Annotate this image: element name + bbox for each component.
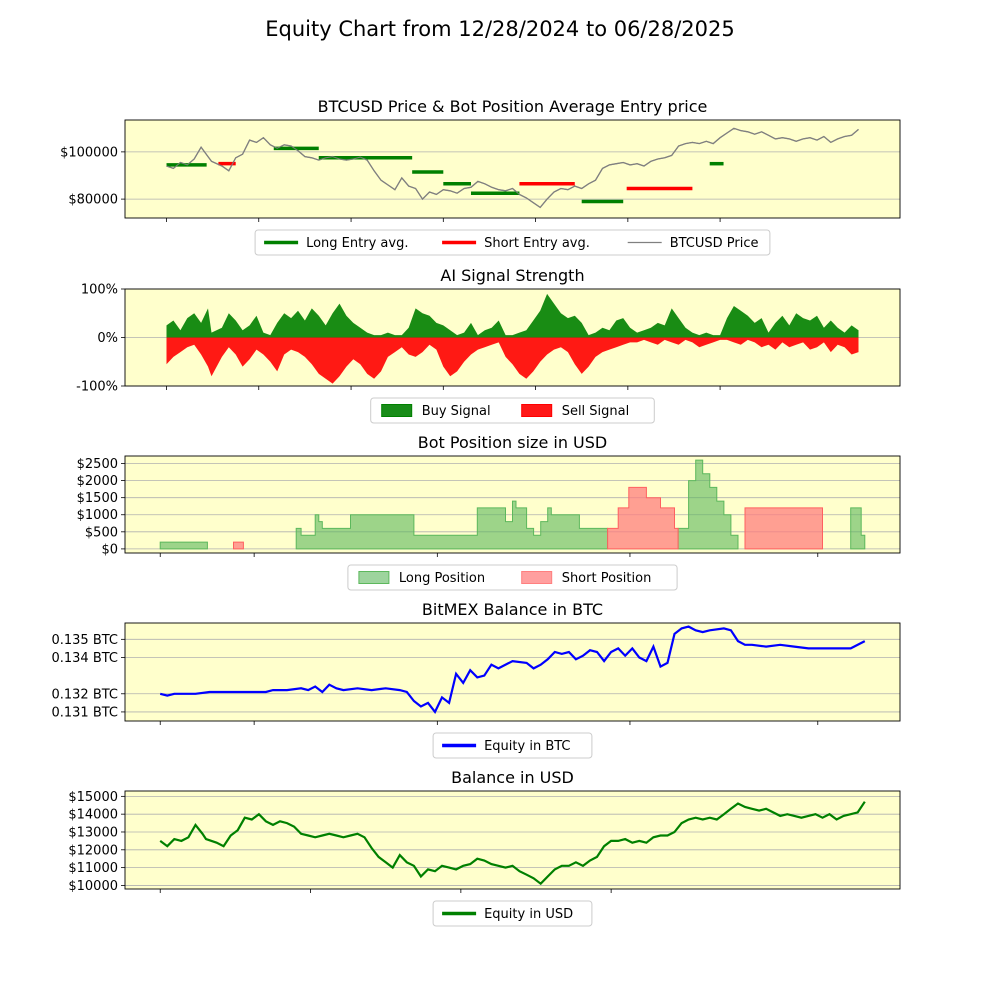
plot-marks [159, 801, 866, 886]
legend-box [347, 564, 678, 591]
legend-box [254, 229, 771, 256]
plot-frame [124, 119, 901, 219]
y-tick-label: 0.135 BTC [51, 633, 118, 648]
plot-frame [124, 790, 901, 890]
usd_balance-legend: Equity in USD [432, 900, 593, 927]
long-position-area [159, 541, 208, 550]
short-position-area [744, 507, 823, 550]
legend-label: Short Entry avg. [484, 236, 590, 251]
legend-label: Short Position [562, 571, 652, 586]
panel-title: Bot Position size in USD [418, 433, 607, 452]
panel-title: Balance in USD [451, 768, 574, 787]
y-tick-label: $11000 [68, 861, 118, 876]
legend-label: Sell Signal [562, 404, 630, 419]
buy-signal-area [166, 293, 859, 338]
short-position-area [233, 541, 244, 550]
plot-area [125, 623, 900, 721]
legend-label: Equity in USD [484, 907, 573, 922]
legend-swatch [358, 571, 390, 584]
figure-title: Equity Chart from 12/28/2024 to 06/28/20… [265, 17, 735, 41]
y-tick-label: $0 [101, 542, 118, 557]
y-tick-label: $1500 [77, 491, 118, 506]
signal-legend: Buy Signal Sell Signal [370, 397, 655, 424]
y-tick-label: $14000 [68, 808, 118, 823]
long-position-area [850, 507, 866, 550]
plot-frame [124, 288, 901, 387]
price-panel: BTCUSD Price & Bot Position Average Entr… [60, 97, 901, 256]
plot-frame [124, 622, 901, 722]
legend-box [370, 397, 655, 424]
panel-title: BitMEX Balance in BTC [422, 600, 603, 619]
legend-box [432, 900, 593, 927]
equity-btc-line [159, 625, 866, 714]
y-tick-label: $1000 [77, 508, 118, 523]
y-tick-label: 0.131 BTC [51, 705, 118, 720]
chart-panels: BTCUSD Price & Bot Position Average Entr… [51, 97, 901, 927]
equity-usd-line [159, 801, 866, 886]
y-tick-label: -100% [76, 380, 118, 395]
price-legend: Long Entry avg. Short Entry avg. BTCUSD Pr… [254, 229, 771, 256]
position-panel: Bot Position size in USD $0 $500 $1000 $1500… [77, 433, 901, 591]
btc_balance-legend: Equity in BTC [432, 732, 593, 759]
sell-signal-area [166, 337, 859, 384]
legend-label: Buy Signal [422, 404, 491, 419]
short-position-area [607, 486, 679, 550]
long-position-area [677, 459, 739, 550]
plot-area [125, 120, 900, 218]
usd_balance-panel: Balance in USD $10000 $11000 $12000 $13000 $1… [68, 768, 901, 927]
panel-title: AI Signal Strength [440, 266, 584, 285]
plot-marks [159, 459, 866, 550]
panel-title: BTCUSD Price & Bot Position Average Entr… [318, 97, 708, 116]
legend-swatch [521, 404, 553, 417]
btcusd-price-line-top [166, 127, 859, 209]
long-position-area [295, 500, 609, 550]
legend-label: Long Position [399, 571, 485, 586]
y-tick-label: $2500 [77, 457, 118, 472]
btc_balance-panel: BitMEX Balance in BTC 0.131 BTC 0.132 BTC 0… [51, 600, 901, 759]
legend-label: Long Entry avg. [306, 236, 408, 251]
plot-marks [166, 293, 859, 384]
y-tick-label: 0.132 BTC [51, 687, 118, 702]
y-tick-label: 0% [97, 331, 118, 346]
y-tick-label: $500 [85, 525, 118, 540]
y-tick-label: $12000 [68, 843, 118, 858]
y-tick-label: $80000 [68, 193, 118, 208]
y-tick-label: $2000 [77, 474, 118, 489]
y-tick-label: 100% [81, 283, 118, 298]
y-tick-label: 0.134 BTC [51, 651, 118, 666]
plot-frame [124, 455, 901, 554]
plot-area [125, 791, 900, 889]
legend-swatch [381, 404, 413, 417]
plot-marks [166, 127, 859, 209]
position-legend: Long Position Short Position [347, 564, 678, 591]
y-tick-label: $100000 [60, 145, 118, 160]
y-tick-label: $15000 [68, 790, 118, 805]
signal-panel: AI Signal Strength -100% 0% 100% Buy Signal S… [76, 266, 901, 424]
y-tick-label: $10000 [68, 879, 118, 894]
plot-marks [159, 625, 866, 714]
legend-label: BTCUSD Price [670, 236, 759, 251]
legend-label: Equity in BTC [484, 739, 570, 754]
y-tick-label: $13000 [68, 825, 118, 840]
legend-box [432, 732, 593, 759]
legend-swatch [521, 571, 553, 584]
